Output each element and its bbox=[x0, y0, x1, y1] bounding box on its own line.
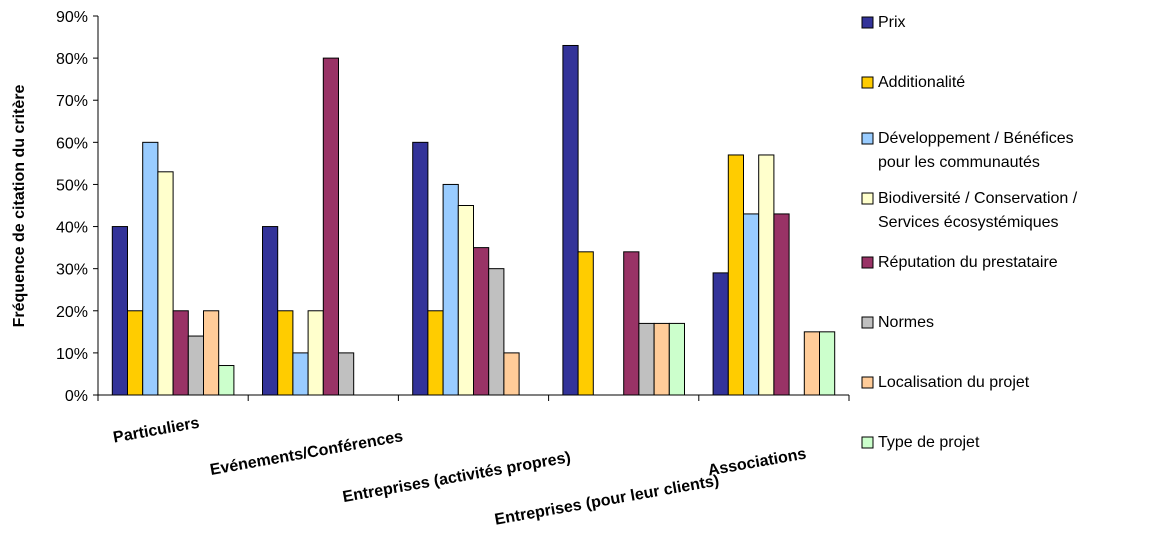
y-tick-label: 40% bbox=[56, 220, 88, 237]
legend-swatch bbox=[861, 436, 874, 449]
legend-label-line: Localisation du projet bbox=[878, 374, 1030, 391]
y-tick-label: 50% bbox=[56, 177, 88, 194]
bar bbox=[127, 310, 144, 396]
bar bbox=[457, 205, 474, 396]
bar bbox=[111, 226, 129, 396]
bar bbox=[442, 183, 459, 396]
legend-label-line: Services écosystémiques bbox=[878, 214, 1059, 231]
legend-label-line: Biodiversité / Conservation / bbox=[878, 190, 1078, 207]
legend-swatch bbox=[861, 192, 874, 205]
legend-label: Type de projet bbox=[878, 434, 980, 451]
bar bbox=[473, 247, 490, 396]
legend-label-line: Développement / Bénéfices bbox=[878, 130, 1074, 147]
bar bbox=[218, 365, 235, 396]
legend-label-line: Prix bbox=[878, 14, 906, 31]
bar bbox=[292, 352, 309, 396]
plot-area: 0% 10% 20% 30% 40% 50% 60% 70% 80% 90% Particulier… bbox=[56, 9, 850, 529]
bar bbox=[503, 352, 520, 396]
bar bbox=[803, 331, 820, 396]
legend-label: Réputation du prestataire bbox=[878, 254, 1058, 271]
y-tick-label: 0% bbox=[65, 388, 88, 405]
bar bbox=[427, 310, 444, 396]
legend-label-line: Type de projet bbox=[878, 434, 980, 451]
legend-label-line: Additionalité bbox=[878, 74, 965, 91]
y-tick-label: 80% bbox=[56, 51, 88, 68]
bar bbox=[773, 213, 790, 396]
bar bbox=[727, 154, 744, 396]
y-tick-label: 60% bbox=[56, 135, 88, 152]
x-tick-label: Associations bbox=[707, 446, 808, 480]
bar bbox=[712, 272, 729, 396]
bar bbox=[307, 310, 324, 396]
bar bbox=[653, 322, 670, 396]
bar bbox=[262, 226, 279, 396]
legend-label: Biodiversité / Conservation / Services éc… bbox=[878, 190, 1078, 231]
bar bbox=[338, 352, 355, 396]
legend-label-line: pour les communautés bbox=[878, 154, 1040, 171]
bar bbox=[277, 310, 294, 396]
bar bbox=[819, 331, 836, 396]
bar bbox=[577, 251, 594, 396]
bar bbox=[488, 268, 505, 396]
y-tick-label: 30% bbox=[56, 262, 88, 279]
bar bbox=[322, 57, 339, 396]
bar bbox=[172, 310, 189, 396]
bar bbox=[142, 141, 159, 396]
x-tick-label: Entreprises (activités propres) bbox=[341, 449, 572, 506]
y-axis-label: Fréquence de citation du critère bbox=[11, 85, 28, 328]
bar bbox=[157, 171, 174, 396]
x-tick-label: Particuliers bbox=[112, 415, 201, 447]
y-tick-label: 70% bbox=[56, 93, 88, 110]
bar bbox=[638, 322, 655, 396]
legend-swatch bbox=[861, 316, 874, 329]
legend-label-line: Normes bbox=[878, 314, 934, 331]
legend-swatch bbox=[861, 76, 874, 89]
legend-label: Développement / Bénéfices pour les commun… bbox=[878, 130, 1074, 171]
legend-label: Additionalité bbox=[878, 74, 965, 91]
legend-label: Normes bbox=[878, 314, 934, 331]
bar bbox=[668, 322, 685, 396]
legend-swatch bbox=[861, 16, 874, 29]
legend-label-line: Réputation du prestataire bbox=[878, 254, 1058, 271]
legend-swatch bbox=[861, 132, 874, 145]
bar bbox=[203, 310, 220, 396]
x-tick-label: Evénements/Conférences bbox=[209, 428, 405, 479]
bar bbox=[412, 141, 429, 396]
legend: Prix Additionalité Développement / Bénéfic… bbox=[861, 14, 1078, 451]
x-tick-label: Entreprises (pour leur clients) bbox=[493, 472, 720, 528]
legend-swatch bbox=[861, 256, 874, 269]
legend-label: Localisation du projet bbox=[878, 374, 1030, 391]
bar bbox=[743, 213, 760, 396]
bar bbox=[187, 335, 205, 396]
legend-label: Prix bbox=[878, 14, 906, 31]
y-tick-label: 90% bbox=[56, 9, 88, 26]
bar bbox=[623, 251, 640, 396]
bar bbox=[562, 44, 579, 396]
legend-swatch bbox=[861, 376, 874, 389]
y-tick-label: 10% bbox=[56, 346, 88, 363]
y-tick-label: 20% bbox=[56, 304, 88, 321]
bar bbox=[758, 154, 775, 396]
